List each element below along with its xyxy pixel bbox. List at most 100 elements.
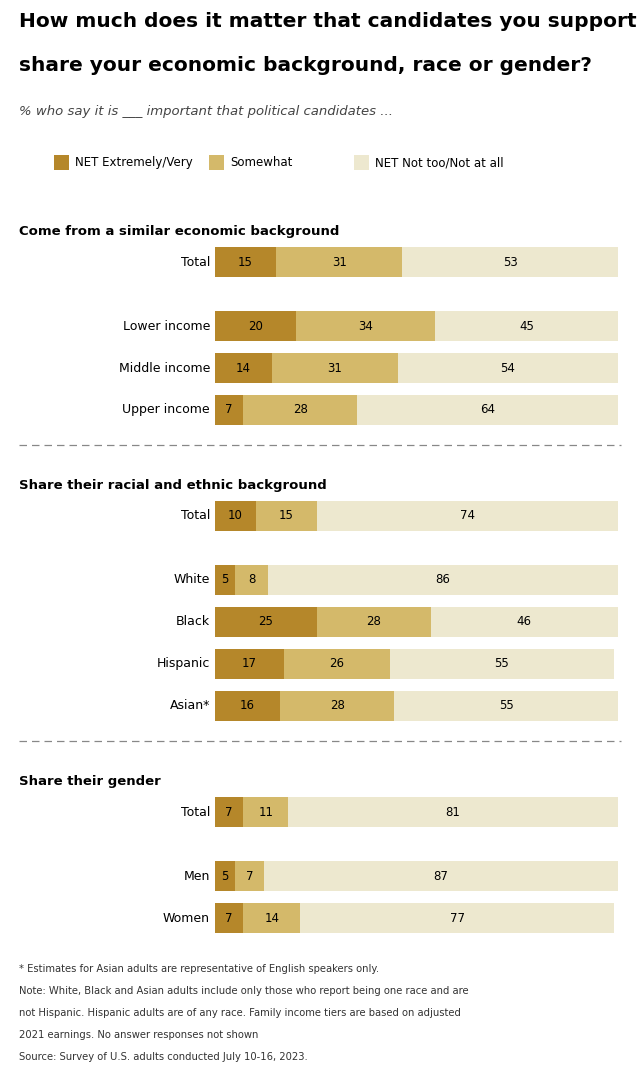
Text: 10: 10 [228, 509, 243, 522]
Text: 15: 15 [279, 509, 294, 522]
Text: Women: Women [163, 912, 210, 925]
Text: 25: 25 [259, 616, 273, 629]
Bar [284, 650, 390, 679]
Text: Men: Men [184, 869, 210, 882]
Text: 28: 28 [293, 404, 308, 417]
Text: 77: 77 [450, 912, 465, 925]
Text: 5: 5 [221, 573, 229, 586]
Bar [54, 154, 69, 170]
Bar [215, 565, 236, 595]
Text: 31: 31 [332, 256, 347, 269]
Text: 74: 74 [460, 509, 475, 522]
Text: Share their gender: Share their gender [19, 776, 161, 789]
Text: How much does it matter that candidates you support: How much does it matter that candidates … [19, 12, 637, 30]
Text: share your economic background, race or gender?: share your economic background, race or … [19, 55, 592, 75]
Text: 17: 17 [242, 657, 257, 670]
Bar [243, 798, 288, 827]
Text: 2021 earnings. No answer responses not shown: 2021 earnings. No answer responses not s… [19, 1030, 259, 1040]
Bar [236, 565, 268, 595]
Bar [317, 500, 618, 531]
Text: 64: 64 [480, 404, 495, 417]
Text: Come from a similar economic background: Come from a similar economic background [19, 225, 340, 238]
Bar [358, 395, 618, 425]
Text: White: White [173, 573, 210, 586]
Bar [215, 395, 243, 425]
Text: 54: 54 [500, 361, 515, 374]
Text: 55: 55 [499, 700, 513, 713]
Bar [215, 861, 236, 891]
Text: 16: 16 [240, 700, 255, 713]
Text: NET Not too/Not at all: NET Not too/Not at all [375, 156, 504, 169]
Bar [236, 861, 264, 891]
Bar [394, 691, 618, 721]
Text: 14: 14 [264, 912, 280, 925]
Bar [264, 861, 618, 891]
Bar [215, 691, 280, 721]
Text: 31: 31 [328, 361, 342, 374]
Text: 7: 7 [246, 869, 253, 882]
Bar [215, 500, 256, 531]
Text: 53: 53 [502, 256, 518, 269]
Text: * Estimates for Asian adults are representative of English speakers only.: * Estimates for Asian adults are represe… [19, 964, 380, 974]
Text: Hispanic: Hispanic [157, 657, 210, 670]
Text: 5: 5 [221, 869, 229, 882]
Text: 45: 45 [519, 320, 534, 333]
Text: 26: 26 [330, 657, 344, 670]
Bar [276, 247, 402, 277]
Text: 55: 55 [495, 657, 509, 670]
Bar [215, 607, 317, 636]
Text: Share their racial and ethnic background: Share their racial and ethnic background [19, 480, 327, 493]
Text: Total: Total [180, 805, 210, 818]
Bar [431, 607, 618, 636]
Text: 20: 20 [248, 320, 263, 333]
Text: Upper income: Upper income [122, 404, 210, 417]
Bar [209, 154, 224, 170]
Text: 34: 34 [358, 320, 373, 333]
Text: Black: Black [176, 616, 210, 629]
Bar [300, 903, 614, 934]
Bar [390, 650, 614, 679]
Text: Asian*: Asian* [170, 700, 210, 713]
Bar [354, 154, 369, 170]
Bar [435, 311, 618, 341]
Bar [402, 247, 618, 277]
Bar [215, 903, 243, 934]
Bar [243, 395, 358, 425]
Text: 28: 28 [366, 616, 381, 629]
Bar [280, 691, 394, 721]
Bar [215, 247, 276, 277]
Bar [398, 353, 618, 383]
Text: Middle income: Middle income [118, 361, 210, 374]
Text: 8: 8 [248, 573, 255, 586]
Text: Somewhat: Somewhat [230, 156, 292, 169]
Text: 15: 15 [238, 256, 253, 269]
Text: Note: White, Black and Asian adults include only those who report being one race: Note: White, Black and Asian adults incl… [19, 986, 469, 996]
Bar [215, 353, 272, 383]
Text: not Hispanic. Hispanic adults are of any race. Family income tiers are based on : not Hispanic. Hispanic adults are of any… [19, 1007, 461, 1018]
Bar [272, 353, 398, 383]
Bar [215, 798, 243, 827]
Bar [288, 798, 618, 827]
Text: 86: 86 [435, 573, 451, 586]
Bar [215, 311, 296, 341]
Bar [296, 311, 435, 341]
Text: Total: Total [180, 509, 210, 522]
Text: NET Extremely/Very: NET Extremely/Very [76, 156, 193, 169]
Text: 11: 11 [259, 805, 273, 818]
Text: 14: 14 [236, 361, 251, 374]
Bar [243, 903, 300, 934]
Text: Source: Survey of U.S. adults conducted July 10-16, 2023.: Source: Survey of U.S. adults conducted … [19, 1052, 308, 1062]
Text: 81: 81 [445, 805, 461, 818]
Text: 28: 28 [330, 700, 344, 713]
Bar [215, 650, 284, 679]
Bar [268, 565, 618, 595]
Text: Lower income: Lower income [123, 320, 210, 333]
Text: 87: 87 [433, 869, 449, 882]
Text: Total: Total [180, 256, 210, 269]
Bar [317, 607, 431, 636]
Text: 7: 7 [225, 404, 233, 417]
Text: 46: 46 [517, 616, 532, 629]
Text: 7: 7 [225, 805, 233, 818]
Text: 7: 7 [225, 912, 233, 925]
Text: % who say it is ___ important that political candidates ...: % who say it is ___ important that polit… [19, 106, 393, 118]
